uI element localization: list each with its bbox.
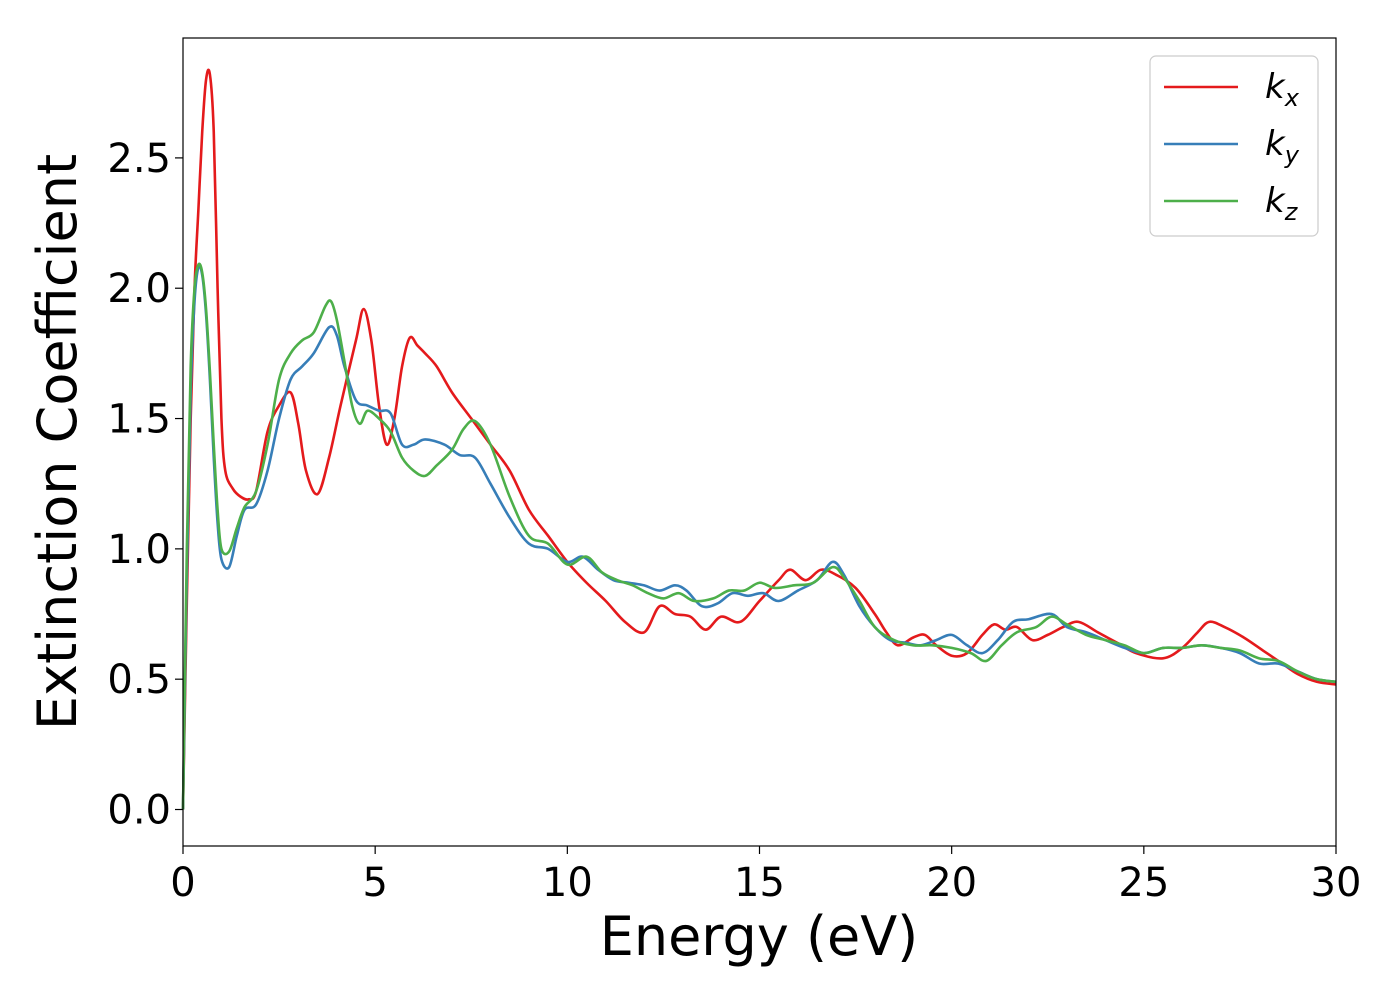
- y-tick-label: 2.5: [107, 136, 171, 182]
- series-line-kx: [181, 68, 1337, 810]
- y-tick-label: 0.5: [107, 657, 171, 703]
- legend-label-kx: kx: [1265, 67, 1300, 112]
- x-tick-label: 10: [542, 860, 593, 906]
- x-tick-label: 20: [926, 860, 977, 906]
- legend-label-ky: ky: [1265, 124, 1300, 169]
- series-line-kz: [181, 262, 1337, 810]
- legend-label-base: k: [1265, 181, 1286, 221]
- legend-label-kz: kz: [1265, 181, 1299, 226]
- y-tick-label: 1.5: [107, 397, 171, 443]
- legend-box: [1149, 55, 1319, 237]
- legend-label-subscript: z: [1284, 198, 1299, 226]
- x-tick-label: 15: [734, 860, 785, 906]
- x-tick-label: 25: [1118, 860, 1169, 906]
- x-axis-ticks: 0 5 10 15 20 25 30: [170, 846, 1361, 906]
- legend-label-subscript: y: [1284, 141, 1300, 169]
- y-axis-ticks: 0.0 0.5 1.0 1.5 2.0 2.5: [107, 136, 183, 834]
- legend-label-subscript: x: [1284, 84, 1300, 112]
- x-tick-label: 0: [170, 860, 195, 906]
- plot-background: [183, 38, 1336, 846]
- x-axis-title: Energy (eV): [600, 905, 919, 968]
- x-tick-label: 30: [1311, 860, 1362, 906]
- series-layer: [181, 68, 1337, 810]
- y-axis-title: Extinction Coefficient: [26, 154, 89, 730]
- legend-label-base: k: [1265, 67, 1286, 107]
- y-tick-label: 1.0: [107, 527, 171, 573]
- legend-label-base: k: [1265, 124, 1286, 164]
- x-tick-label: 5: [362, 860, 387, 906]
- y-tick-label: 2.0: [107, 266, 171, 312]
- y-tick-label: 0.0: [107, 788, 171, 834]
